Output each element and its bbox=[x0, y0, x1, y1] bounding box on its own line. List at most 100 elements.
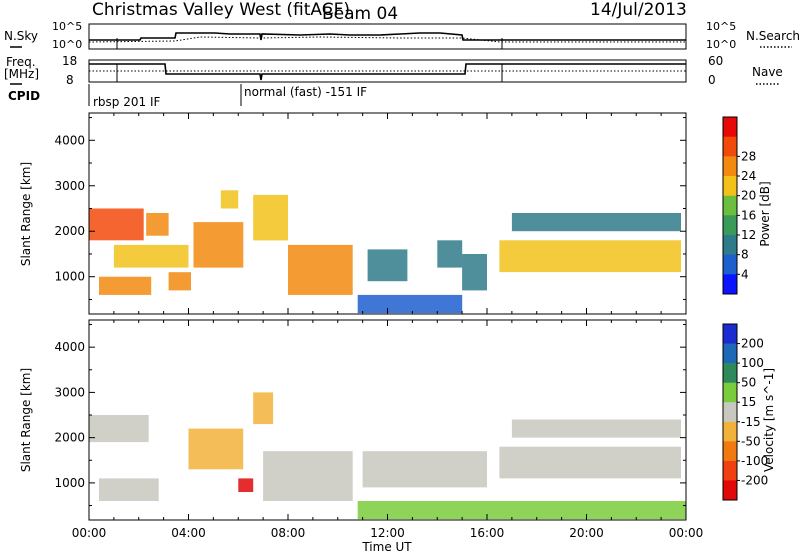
colorbar-frame bbox=[722, 116, 738, 295]
colorbar-swatch bbox=[723, 343, 737, 364]
colorbar-swatch bbox=[723, 117, 737, 138]
beam-label: Beam 04 bbox=[322, 4, 398, 24]
xtick-label-0: 00:00 bbox=[72, 526, 107, 540]
freq-unit-label: [MHz] bbox=[4, 67, 39, 81]
colorbar-swatch bbox=[723, 195, 737, 216]
colorbar-tick-label-4: 20 bbox=[741, 189, 756, 203]
nsearch-trace bbox=[88, 36, 686, 43]
power-echo-region-5 bbox=[193, 222, 244, 268]
velocity-echo-region-9 bbox=[511, 419, 681, 438]
ytick-label-2: 3000 bbox=[54, 179, 85, 193]
velocity-echo-region-3 bbox=[238, 478, 254, 492]
freq-tick-bottom: 8 bbox=[66, 73, 74, 87]
xtick-label-3: 12:00 bbox=[370, 526, 405, 540]
xtick-label-2: 08:00 bbox=[271, 526, 306, 540]
xtick-label-1: 04:00 bbox=[171, 526, 206, 540]
velocity-echo-region-5 bbox=[263, 451, 353, 501]
colorbar-frame bbox=[722, 323, 738, 501]
colorbar-swatch bbox=[723, 176, 737, 197]
cpid-entry-1: rbsp 201 IF bbox=[93, 95, 160, 109]
colorbar-tick-label-6: -100 bbox=[741, 454, 768, 468]
freq-label: Freq. bbox=[6, 55, 36, 69]
freq-tick-top: 18 bbox=[62, 54, 77, 68]
power-axes: 1000 2000 3000 4000 bbox=[54, 113, 687, 314]
colorbar-swatch bbox=[723, 215, 737, 236]
xtick-label-4: 16:00 bbox=[470, 526, 505, 540]
cpid-entry-2: normal (fast) -151 IF bbox=[244, 85, 367, 99]
freq-trace bbox=[89, 63, 686, 81]
xtick-label-5: 20:00 bbox=[569, 526, 604, 540]
colorbar-tick-label-4: -15 bbox=[741, 415, 761, 429]
colorbar-swatch bbox=[723, 382, 737, 403]
power-echo-region-13 bbox=[511, 213, 681, 232]
colorbar-swatch bbox=[723, 274, 737, 295]
colorbar-swatch bbox=[723, 402, 737, 423]
power-colorbar: 4 8 12 16 20 24 28 bbox=[722, 116, 756, 295]
nsky-label: N.Sky bbox=[4, 29, 38, 43]
power-echo-region-8 bbox=[288, 244, 353, 295]
power-echo-region-7 bbox=[253, 194, 288, 241]
velocity-echo-region-4 bbox=[253, 392, 274, 425]
colorbar-tick-label-2: 50 bbox=[741, 376, 756, 390]
nave-tick-bottom: 0 bbox=[708, 73, 716, 87]
nsky-tick-bottom: 10^0 bbox=[52, 38, 82, 51]
velocity-ylabel: Slant Range [km] bbox=[19, 368, 33, 472]
nsky-panel-frame bbox=[88, 23, 687, 50]
ytick-label-1: 2000 bbox=[54, 224, 85, 238]
colorbar-tick-label-6: 28 bbox=[741, 149, 756, 163]
power-ylabel: Slant Range [km] bbox=[19, 162, 33, 266]
colorbar-swatch bbox=[723, 363, 737, 384]
power-echo-region-12 bbox=[499, 240, 681, 273]
colorbar-tick-label-0: 200 bbox=[741, 337, 764, 351]
power-heatmap bbox=[89, 190, 681, 314]
power-echo-region-4 bbox=[168, 272, 191, 291]
velocity-echo-region-1 bbox=[99, 478, 159, 501]
velocity-echo-region-6 bbox=[357, 501, 686, 520]
power-echo-region-9 bbox=[357, 294, 463, 314]
nave-tick-top: 60 bbox=[708, 54, 723, 68]
power-echo-region-3 bbox=[113, 244, 189, 268]
colorbar-tick-label-3: 16 bbox=[741, 208, 756, 222]
power-echo-region-2 bbox=[146, 213, 169, 236]
xtick-label-6: 00:00 bbox=[669, 526, 704, 540]
power-echo-region-11 bbox=[437, 240, 463, 268]
colorbar-swatch bbox=[723, 441, 737, 462]
colorbar-swatch bbox=[723, 421, 737, 442]
nave-label: Nave bbox=[752, 65, 783, 79]
power-cbar-label: Power [dB] bbox=[758, 181, 772, 246]
colorbar-swatch bbox=[723, 136, 737, 157]
colorbar-swatch bbox=[723, 156, 737, 177]
ytick-label-0: 1000 bbox=[54, 270, 85, 284]
nsky-tick-top: 10^5 bbox=[52, 20, 82, 33]
nsearch-label: N.Search bbox=[746, 29, 800, 43]
velocity-echo-region-8 bbox=[499, 446, 681, 479]
colorbar-swatch bbox=[723, 480, 737, 501]
colorbar-tick-label-7: -200 bbox=[741, 473, 768, 487]
colorbar-swatch bbox=[723, 460, 737, 481]
nsearch-tick-bottom: 10^0 bbox=[706, 38, 736, 51]
colorbar-tick-label-0: 4 bbox=[741, 267, 749, 281]
power-echo-region-14 bbox=[462, 254, 487, 291]
nsearch-tick-top: 10^5 bbox=[706, 20, 736, 33]
power-echo-region-10 bbox=[367, 249, 408, 282]
velocity-heatmap bbox=[89, 392, 686, 520]
power-echo-region-0 bbox=[89, 208, 144, 241]
colorbar-tick-label-5: 24 bbox=[741, 169, 756, 183]
ytick-label-1: 2000 bbox=[54, 431, 85, 445]
velocity-cbar-label: Velocity [m s^-1] bbox=[762, 368, 776, 472]
station-title: Christmas Valley West (fitACF) bbox=[92, 0, 350, 20]
colorbar-tick-label-1: 100 bbox=[741, 356, 764, 370]
colorbar-tick-label-3: 15 bbox=[741, 395, 756, 409]
colorbar-swatch bbox=[723, 235, 737, 256]
colorbar-tick-label-1: 8 bbox=[741, 248, 749, 262]
time-axis-label: Time UT bbox=[361, 540, 412, 554]
colorbar-tick-label-5: -50 bbox=[741, 434, 761, 448]
date-label: 14/Jul/2013 bbox=[590, 0, 687, 20]
colorbar-tick-label-2: 12 bbox=[741, 228, 756, 242]
ytick-label-3: 4000 bbox=[54, 133, 85, 147]
ytick-label-0: 1000 bbox=[54, 476, 85, 490]
ytick-label-2: 3000 bbox=[54, 385, 85, 399]
cpid-label: CPID bbox=[8, 89, 40, 103]
